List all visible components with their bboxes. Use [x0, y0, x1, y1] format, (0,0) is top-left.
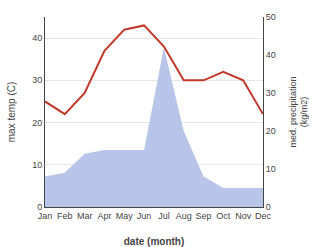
- svg-text:30: 30: [266, 88, 276, 98]
- svg-text:Mar: Mar: [77, 211, 93, 221]
- svg-text:20: 20: [32, 118, 42, 128]
- svg-text:Jan: Jan: [38, 211, 53, 221]
- svg-text:Oct: Oct: [216, 211, 231, 221]
- svg-text:med. precipitation(kg/m2): med. precipitation(kg/m2): [288, 76, 310, 147]
- svg-text:Aug: Aug: [176, 211, 192, 221]
- svg-text:May: May: [116, 211, 134, 221]
- svg-text:0: 0: [266, 202, 271, 212]
- svg-text:40: 40: [32, 33, 42, 43]
- svg-text:20: 20: [266, 126, 276, 136]
- svg-text:max temp (C): max temp (C): [6, 82, 17, 143]
- svg-text:Jun: Jun: [137, 211, 152, 221]
- svg-text:10: 10: [266, 164, 276, 174]
- svg-text:50: 50: [266, 12, 276, 22]
- svg-text:10: 10: [32, 160, 42, 170]
- svg-text:Dec: Dec: [255, 211, 272, 221]
- svg-text:Apr: Apr: [97, 211, 111, 221]
- svg-text:40: 40: [266, 50, 276, 60]
- svg-text:Feb: Feb: [57, 211, 73, 221]
- svg-text:0: 0: [37, 202, 42, 212]
- svg-text:30: 30: [32, 75, 42, 85]
- svg-text:Nov: Nov: [235, 211, 252, 221]
- svg-text:Jul: Jul: [158, 211, 170, 221]
- svg-text:date (month): date (month): [124, 236, 185, 247]
- svg-text:Sep: Sep: [196, 211, 212, 221]
